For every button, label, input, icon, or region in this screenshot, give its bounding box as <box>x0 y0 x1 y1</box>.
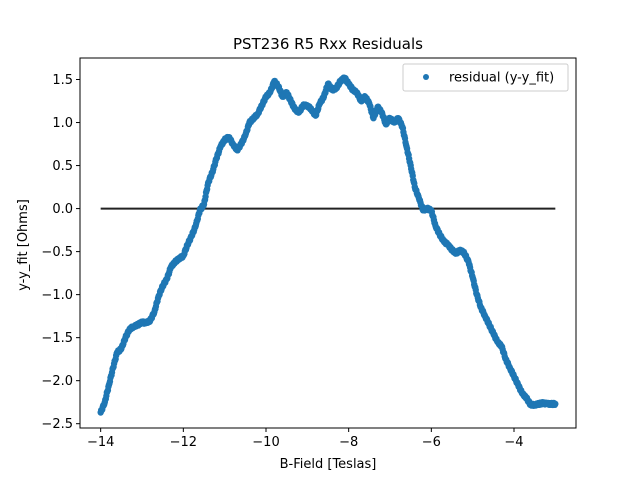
axes-frame <box>79 57 577 429</box>
y-axis-label: y-y_fit [Ohms] <box>16 199 31 291</box>
x-axis-ticks: −14 −12 −10 −8 −6 −4 <box>87 428 524 450</box>
axes-spines <box>79 57 577 429</box>
y-tick-label: 0.5 <box>52 159 73 174</box>
y-axis-ticks: −2.5 −2.0 −1.5 −1.0 −0.5 0.0 0.5 1.0 1.5 <box>41 73 80 432</box>
x-tick-label: −14 <box>87 435 114 450</box>
y-tick-label: −2.5 <box>41 417 73 432</box>
legend-label: residual (y-y_fit) <box>449 71 554 86</box>
x-tick-label: −8 <box>339 435 358 450</box>
y-tick-label: −1.0 <box>41 288 73 303</box>
y-tick-label: −0.5 <box>41 245 73 260</box>
y-tick-label: −2.0 <box>41 374 73 389</box>
data-points-layer <box>97 74 559 416</box>
chart-title: PST236 R5 Rxx Residuals <box>233 35 423 53</box>
legend-marker <box>423 74 429 80</box>
y-tick-label: 1.5 <box>52 73 73 88</box>
legend-box <box>402 63 569 92</box>
x-tick-label: −10 <box>252 435 279 450</box>
data-point <box>552 400 559 408</box>
y-tick-label: 0.0 <box>52 202 73 217</box>
x-axis-label: B-Field [Teslas] <box>280 457 377 472</box>
x-tick-label: −12 <box>170 435 197 450</box>
y-tick-label: −1.5 <box>41 331 73 346</box>
y-tick-label: 1.0 <box>52 116 73 131</box>
legend: residual (y-y_fit) <box>402 63 569 92</box>
x-tick-label: −6 <box>422 435 441 450</box>
x-tick-label: −4 <box>504 435 523 450</box>
